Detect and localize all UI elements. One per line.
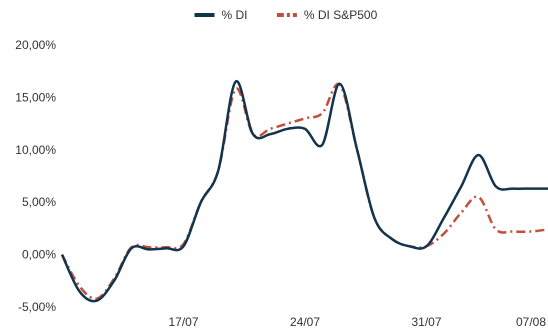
plot-area xyxy=(60,80,548,303)
legend-label: % DI S&P500 xyxy=(304,8,378,22)
y-tick-label: 10,00% xyxy=(15,143,56,157)
series-line-di xyxy=(60,80,548,303)
y-tick-label: 15,00% xyxy=(15,90,56,104)
y-tick-label: -5,00% xyxy=(18,300,56,314)
series-line-di-s-p500 xyxy=(60,82,548,300)
y-tick-label: 5,00% xyxy=(22,195,56,209)
legend-item-di-s-p500: % DI S&P500 xyxy=(276,8,378,22)
legend-label: % DI xyxy=(222,8,248,22)
x-tick-label: 17/07 xyxy=(168,315,198,328)
y-tick-label: 0,00% xyxy=(22,248,56,262)
legend: % DI % DI S&P500 xyxy=(194,8,378,22)
x-tick-label: 24/07 xyxy=(290,315,320,328)
y-axis: 20,00% 15,00% 10,00% 5,00% 0,00% -5,00% xyxy=(15,38,56,314)
x-tick-label: 07/08 xyxy=(516,315,546,328)
y-tick-label: 20,00% xyxy=(15,38,56,52)
x-axis: 17/07 24/07 31/07 07/08 xyxy=(168,315,546,328)
x-tick-label: 31/07 xyxy=(411,315,441,328)
legend-item-di: % DI xyxy=(194,8,248,22)
